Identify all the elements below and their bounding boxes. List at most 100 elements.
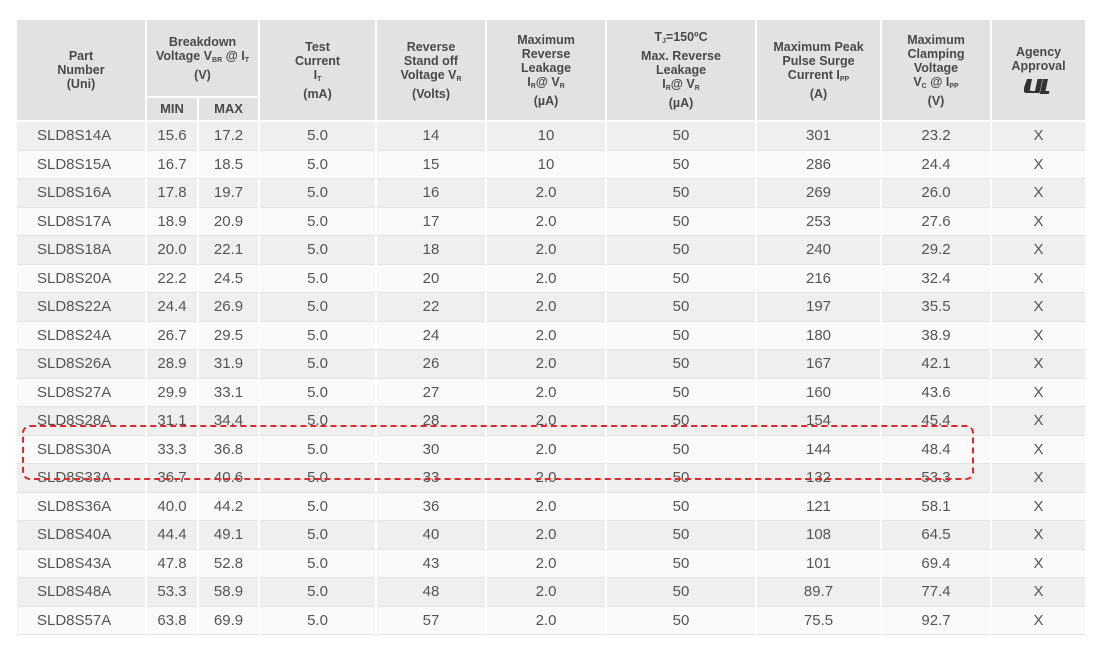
- table-cell: 5.0: [258, 121, 378, 151]
- table-cell: 50: [605, 463, 758, 493]
- table-cell: 16: [375, 178, 488, 208]
- table-cell: 5.0: [258, 292, 378, 322]
- table-cell: 24: [375, 321, 488, 350]
- part-number: SLD8S33A: [15, 463, 147, 493]
- header-line: IT: [260, 68, 375, 87]
- header-cell: Maximum Peak Pulse Surge Current IPP (A): [755, 18, 883, 122]
- table-cell: 40.0: [145, 492, 199, 521]
- table-cell: X: [990, 264, 1088, 293]
- header-text: (µA): [668, 96, 694, 110]
- table-cell: 33: [375, 463, 488, 493]
- header-text: Reverse: [406, 39, 456, 54]
- header-text: Reverse: [521, 46, 571, 61]
- table-cell: 26.9: [196, 292, 261, 322]
- table-cell: 31.1: [145, 406, 199, 436]
- table-cell: 216: [755, 264, 883, 293]
- part-number: SLD8S17A: [15, 207, 147, 236]
- header-text: (A): [809, 86, 828, 101]
- header-text: Number: [57, 63, 105, 77]
- header-text: (mA): [303, 86, 332, 101]
- header-text: Maximum: [907, 32, 965, 47]
- table-cell: 50: [605, 606, 758, 635]
- table-cell: 44.2: [196, 492, 261, 521]
- header-subcell: MAX: [196, 96, 261, 122]
- header-text: (V): [927, 93, 945, 108]
- table-cell: 2.0: [485, 349, 608, 379]
- table-cell: 2.0: [485, 549, 608, 578]
- table-cell: 29.5: [196, 321, 261, 350]
- table-cell: 5.0: [258, 406, 378, 436]
- table-cell: 5.0: [258, 492, 378, 521]
- table-cell: 33.1: [196, 378, 261, 407]
- table-cell: 180: [755, 321, 883, 350]
- table-cell: 27: [375, 378, 488, 407]
- table-cell: 36.7: [145, 463, 199, 493]
- subscript: C: [921, 82, 927, 90]
- header-text: Stand off: [403, 53, 459, 68]
- header-line: Part: [17, 49, 145, 63]
- table-cell: 16.7: [145, 150, 199, 179]
- table-cell: 5.0: [258, 150, 378, 179]
- table-cell: X: [990, 121, 1088, 151]
- table-cell: 20: [375, 264, 488, 293]
- subscript: BR: [212, 56, 223, 64]
- table-cell: 14: [375, 121, 488, 151]
- table-cell: 35.5: [880, 292, 993, 322]
- table-cell: X: [990, 292, 1088, 322]
- header-text: I: [313, 67, 318, 82]
- table-cell: 53.3: [880, 463, 993, 493]
- header-subrow: MIN MAX: [16, 96, 1086, 122]
- header-line: (V): [147, 68, 258, 82]
- table-cell: X: [990, 207, 1088, 236]
- table-cell: X: [990, 150, 1088, 179]
- subscript: PP: [949, 82, 959, 90]
- table-row: SLD8S33A 36.7 40.6 5.0 33 2.0 50 132 53.3 X: [15, 463, 1088, 493]
- header-line: Leakage: [487, 61, 605, 75]
- header-line: (µA): [607, 96, 755, 110]
- table-cell: 167: [755, 349, 883, 379]
- table-cell: 50: [605, 264, 758, 293]
- header-line: (A): [757, 87, 880, 101]
- part-number: SLD8S15A: [15, 150, 147, 179]
- header-cell: Maximum Clamping Voltage VC @ IPP (V): [880, 18, 993, 122]
- table-cell: 301: [755, 121, 883, 151]
- table-cell: 50: [605, 349, 758, 379]
- table-cell: 43: [375, 549, 488, 578]
- table-cell: 108: [755, 520, 883, 550]
- header-line: (Volts): [377, 87, 485, 101]
- table-row: SLD8S28A 31.1 34.4 5.0 28 2.0 50 154 45.4 X: [15, 406, 1088, 436]
- table-cell: 40: [375, 520, 488, 550]
- subscript: PP: [839, 75, 850, 83]
- header-text: Voltage: [913, 60, 959, 75]
- part-number: SLD8S26A: [15, 349, 147, 379]
- header-text: @ V: [670, 77, 695, 91]
- table-row: SLD8S20A 22.2 24.5 5.0 20 2.0 50 216 32.4 X: [15, 264, 1088, 293]
- table-cell: 63.8: [145, 606, 199, 635]
- part-number: SLD8S40A: [15, 520, 147, 550]
- header-text: Maximum: [517, 32, 575, 47]
- table-cell: 26.0: [880, 178, 993, 208]
- header-line: IR@ VR: [607, 77, 755, 96]
- table-cell: 49.1: [196, 520, 261, 550]
- subscript: R: [694, 85, 700, 92]
- table-cell: 33.3: [145, 435, 199, 464]
- header-subcell: MIN: [145, 96, 199, 122]
- table-cell: 48.4: [880, 435, 993, 464]
- part-number: SLD8S20A: [15, 264, 147, 293]
- table-cell: 30: [375, 435, 488, 464]
- table-cell: 5.0: [258, 463, 378, 493]
- header-text: @ I: [926, 74, 950, 89]
- table-cell: 31.9: [196, 349, 261, 379]
- table-cell: 2.0: [485, 264, 608, 293]
- table-cell: 36: [375, 492, 488, 521]
- header-text: Part: [68, 49, 94, 63]
- table-cell: 50: [605, 178, 758, 208]
- table-cell: 58.1: [880, 492, 993, 521]
- header-text: Current: [294, 53, 341, 68]
- header-cell: Reverse Stand off Voltage VR (Volts): [375, 18, 488, 122]
- header-cell: Breakdown Voltage VBR @ IT (V): [144, 18, 261, 98]
- table-cell: 2.0: [485, 378, 608, 407]
- header-text: (Uni): [66, 77, 96, 91]
- table-cell: 17.8: [145, 178, 199, 208]
